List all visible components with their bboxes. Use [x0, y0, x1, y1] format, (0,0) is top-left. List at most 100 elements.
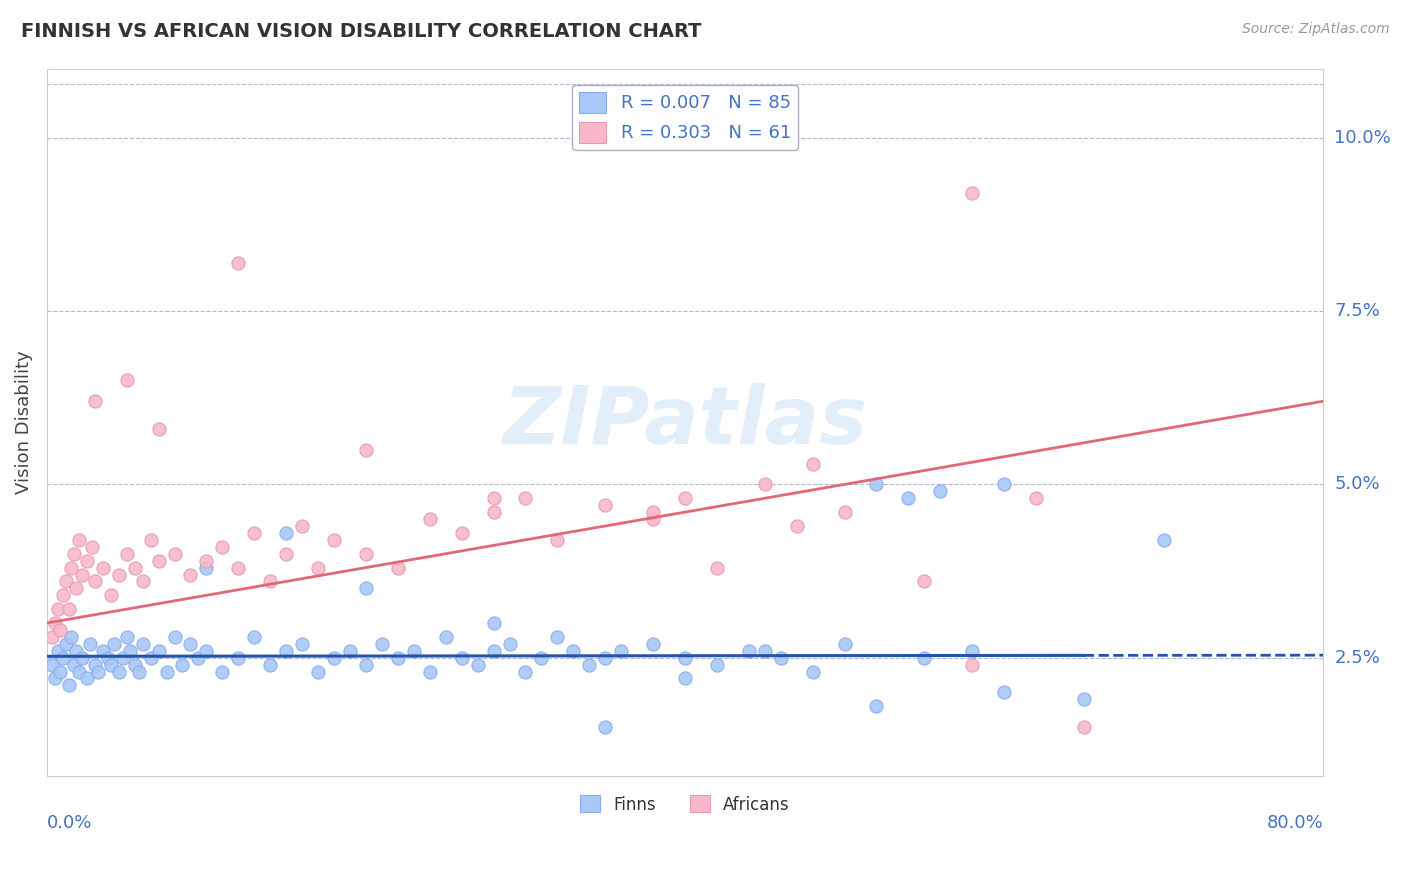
Point [482, 491, 505, 506]
Point [643, 505, 665, 519]
Point [530, 650, 553, 665]
Text: 5.0%: 5.0% [1334, 475, 1379, 493]
Point [801, 665, 824, 679]
Point [70, 567, 93, 582]
Point [673, 672, 696, 686]
Point [52, 588, 75, 602]
Text: Source: ZipAtlas.com: Source: ZipAtlas.com [1241, 22, 1389, 37]
Point [63, 547, 86, 561]
Point [195, 644, 218, 658]
Point [307, 560, 329, 574]
Point [960, 644, 983, 658]
Point [46, 644, 69, 658]
Point [434, 630, 457, 644]
Point [103, 637, 125, 651]
Point [643, 512, 665, 526]
Point [834, 637, 856, 651]
Point [593, 720, 616, 734]
Point [131, 637, 153, 651]
Point [562, 644, 585, 658]
Point [124, 657, 146, 672]
Point [76, 672, 98, 686]
Point [96, 650, 118, 665]
Point [118, 644, 141, 658]
Point [993, 477, 1015, 491]
Point [371, 637, 394, 651]
Point [402, 644, 425, 658]
Point [754, 644, 776, 658]
Point [63, 657, 86, 672]
Point [55, 637, 77, 651]
Text: 2.5%: 2.5% [1334, 648, 1381, 666]
Point [83, 394, 105, 409]
Point [738, 644, 761, 658]
Point [131, 574, 153, 589]
Point [44, 615, 66, 630]
Text: 80.0%: 80.0% [1267, 814, 1323, 832]
Point [610, 644, 633, 658]
Point [801, 457, 824, 471]
Point [498, 637, 520, 651]
Point [100, 588, 122, 602]
Point [259, 574, 281, 589]
Point [80, 540, 103, 554]
Point [179, 567, 201, 582]
Point [79, 637, 101, 651]
Point [706, 560, 728, 574]
Point [228, 255, 250, 269]
Point [450, 650, 472, 665]
Point [91, 644, 114, 658]
Point [112, 650, 135, 665]
Point [786, 519, 808, 533]
Point [55, 574, 77, 589]
Point [128, 665, 150, 679]
Point [467, 657, 489, 672]
Point [1073, 692, 1095, 706]
Point [354, 582, 377, 596]
Point [243, 525, 266, 540]
Point [769, 650, 792, 665]
Point [387, 650, 409, 665]
Point [578, 657, 600, 672]
Point [58, 678, 80, 692]
Point [912, 650, 935, 665]
Point [65, 644, 87, 658]
Point [706, 657, 728, 672]
Point [59, 560, 82, 574]
Point [354, 547, 377, 561]
Point [643, 637, 665, 651]
Point [482, 644, 505, 658]
Point [148, 422, 170, 436]
Legend: Finns, Africans: Finns, Africans [574, 789, 796, 821]
Point [865, 699, 887, 714]
Y-axis label: Vision Disability: Vision Disability [15, 351, 32, 494]
Point [1025, 491, 1047, 506]
Point [228, 560, 250, 574]
Point [67, 533, 90, 547]
Point [115, 630, 138, 644]
Point [107, 665, 129, 679]
Point [115, 373, 138, 387]
Point [515, 491, 537, 506]
Point [546, 630, 568, 644]
Point [291, 637, 314, 651]
Point [354, 442, 377, 457]
Point [148, 644, 170, 658]
Point [195, 560, 218, 574]
Point [124, 560, 146, 574]
Point [115, 547, 138, 561]
Point [48, 665, 70, 679]
Point [65, 582, 87, 596]
Point [148, 554, 170, 568]
Point [187, 650, 209, 665]
Point [139, 533, 162, 547]
Point [929, 484, 952, 499]
Point [228, 650, 250, 665]
Point [91, 560, 114, 574]
Point [1073, 720, 1095, 734]
Point [41, 657, 63, 672]
Point [58, 602, 80, 616]
Point [419, 512, 441, 526]
Point [139, 650, 162, 665]
Point [83, 574, 105, 589]
